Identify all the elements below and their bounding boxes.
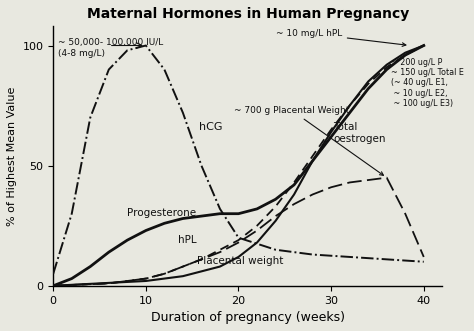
Text: Progesterone: Progesterone	[128, 208, 196, 218]
Text: Placental weight: Placental weight	[197, 256, 283, 266]
Text: hCG: hCG	[199, 121, 222, 132]
Text: ~ 200 ug/L P
~ 150 ug/L Total E
(~ 40 ug/L E1,
 ~ 10 ug/L E2,
 ~ 100 ug/L E3): ~ 200 ug/L P ~ 150 ug/L Total E (~ 40 ug…	[392, 58, 464, 108]
Text: Total
oestrogen: Total oestrogen	[333, 122, 385, 144]
Y-axis label: % of Highest Mean Value: % of Highest Mean Value	[7, 86, 17, 226]
Title: Maternal Hormones in Human Pregnancy: Maternal Hormones in Human Pregnancy	[87, 7, 409, 21]
Text: ~ 50,000- 100,000 IU/L
(4-8 mg/L): ~ 50,000- 100,000 IU/L (4-8 mg/L)	[58, 38, 163, 58]
X-axis label: Duration of pregnancy (weeks): Duration of pregnancy (weeks)	[151, 311, 345, 324]
Text: ~ 700 g Placental Weight: ~ 700 g Placental Weight	[234, 106, 383, 175]
Text: ~ 10 mg/L hPL: ~ 10 mg/L hPL	[275, 29, 406, 46]
Text: hPL: hPL	[178, 235, 197, 245]
